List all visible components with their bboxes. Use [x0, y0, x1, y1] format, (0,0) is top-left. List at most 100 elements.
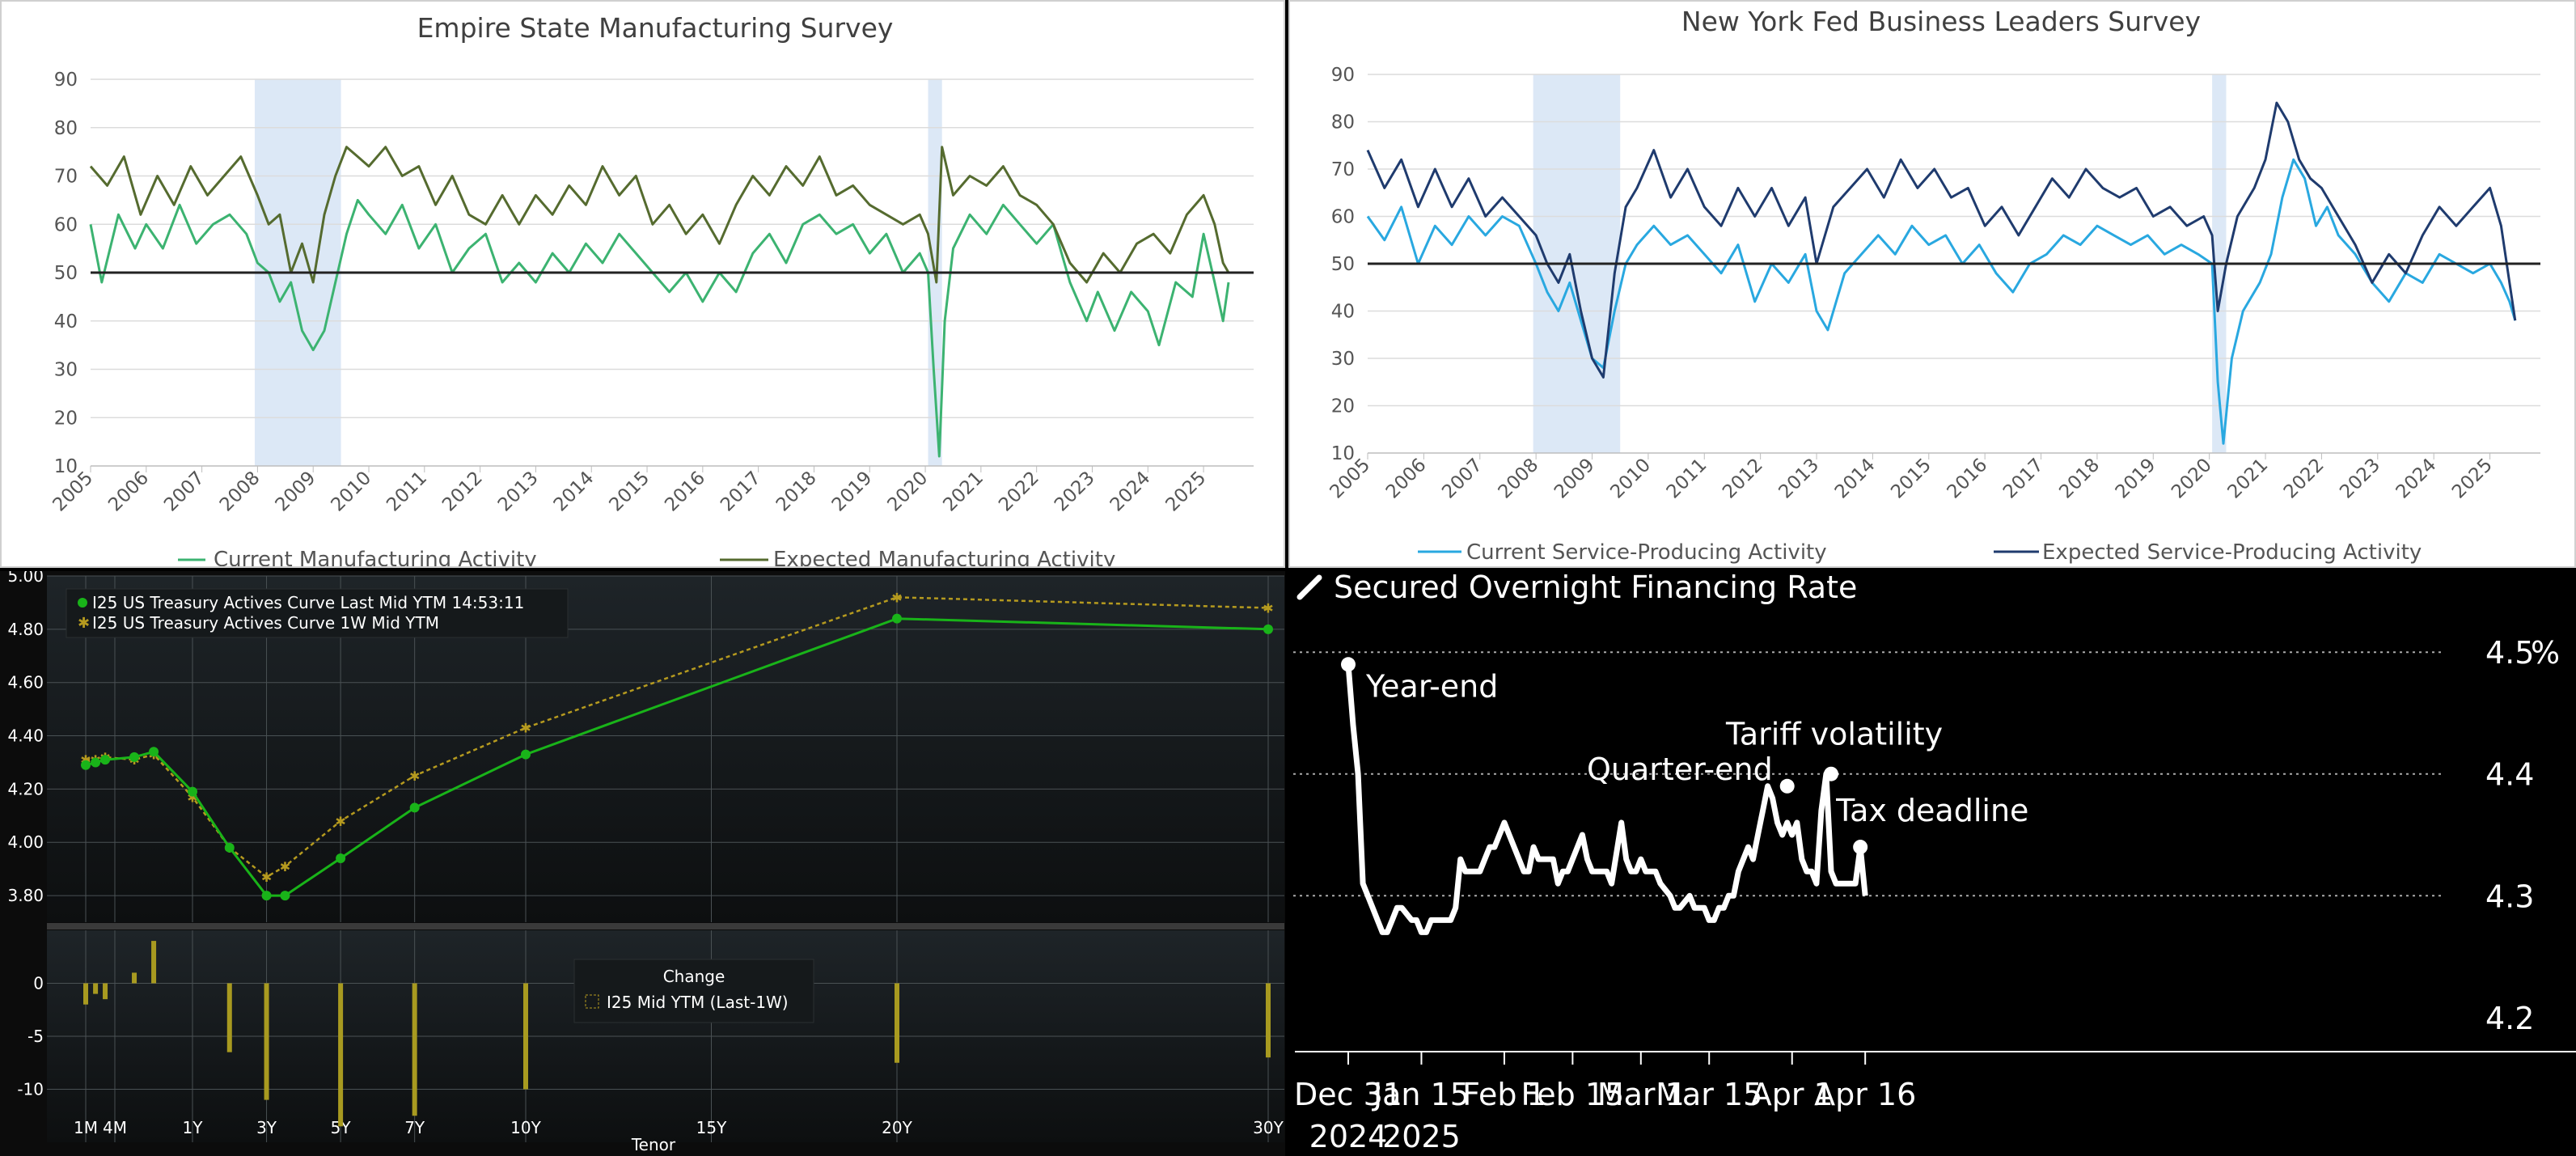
x-tick-label: 1Y: [183, 1118, 204, 1137]
x-tick-label: 20Y: [882, 1118, 912, 1137]
series-marker: [521, 749, 531, 760]
series-marker: [91, 757, 101, 768]
x-tick-label: 2024: [1106, 468, 1155, 516]
legend-label: Expected Manufacturing Activity: [773, 548, 1115, 566]
sofr-plot: Secured Overnight Financing Rate 4.2 4.3 4…: [1293, 571, 2576, 1154]
svg-text:✱: ✱: [78, 615, 90, 632]
x-tick-label: 2023: [2336, 455, 2384, 503]
x-tick-label: 2010: [1606, 455, 1655, 503]
treasury-curve-chart: 3.80 4.00 4.20 4.40 4.60 4.80 5.00 1M 4M 1Y 3Y 5Y 7Y…: [0, 571, 1285, 1156]
x-tick-label: Apr 16: [1814, 1077, 1916, 1112]
change-bar: [1266, 983, 1271, 1058]
change-legend-label: I25 Mid YTM (Last-1W): [607, 993, 789, 1012]
series-line: [89, 146, 1230, 284]
x-tick-label: 1M: [74, 1118, 98, 1137]
y-unit-label: %: [2531, 635, 2560, 671]
y-tick-label: 20: [54, 408, 78, 429]
x-tick-label: 2020: [2168, 455, 2216, 503]
annotation-label: Tax deadline: [1835, 793, 2028, 828]
chart-title: Empire State Manufacturing Survey: [417, 12, 894, 44]
y-tick-label: 4.20: [7, 779, 44, 798]
legend-label: Current Manufacturing Activity: [214, 548, 537, 566]
series-marker: [261, 891, 272, 901]
x-axis-label: Tenor: [631, 1135, 676, 1154]
x-tick-label: 2025: [1382, 1119, 1461, 1154]
x-tick-label: 30Y: [1253, 1118, 1284, 1137]
change-bar: [83, 983, 88, 1005]
chart-title: New York Fed Business Leaders Survey: [1681, 6, 2201, 37]
annotation-marker: [1823, 766, 1838, 781]
x-tick-label: 7Y: [404, 1118, 425, 1137]
empire-state-chart: Empire State Manufacturing Survey 10 20 30…: [0, 0, 1285, 568]
legend: Current Service-Producing Activity Expec…: [1418, 540, 2422, 565]
x-tick-label: Feb 1: [1462, 1077, 1546, 1112]
x-tick-label: 2022: [2280, 455, 2329, 503]
change-bar: [264, 983, 269, 1100]
y-tick-label: 10: [1331, 443, 1355, 464]
x-tick-label: 2011: [1663, 455, 1711, 503]
x-tick-label: 2007: [160, 468, 209, 516]
y-tick-label: 5.00: [7, 571, 44, 586]
y-tick-label: 80: [54, 118, 78, 139]
x-tick-label: 2012: [438, 468, 487, 516]
legend: Current Manufacturing Activity Expected …: [178, 548, 1115, 566]
empire-state-plot: Empire State Manufacturing Survey 10 20 30…: [49, 12, 1254, 566]
y-tick-label: 70: [54, 167, 78, 188]
x-tick-label: 2025: [1162, 468, 1211, 516]
legend-label: I25 US Treasury Actives Curve 1W Mid YTM: [92, 613, 439, 633]
y-tick-label: 40: [1331, 302, 1355, 323]
y-tick-label: 30: [1331, 349, 1355, 370]
change-bar: [412, 983, 417, 1116]
y-tick-label: 0: [33, 974, 44, 993]
y-tick-label: -10: [17, 1080, 44, 1099]
annotation-label: Year-end: [1365, 668, 1498, 704]
x-tick-label: 2013: [1774, 455, 1823, 503]
legend-label: Current Service-Producing Activity: [1466, 540, 1827, 565]
change-bar: [895, 983, 899, 1063]
series-marker: [149, 747, 159, 757]
chart-title: Secured Overnight Financing Rate: [1334, 571, 1857, 605]
business-leaders-chart: New York Fed Business Leaders Survey 10 2…: [1288, 0, 2576, 568]
x-tick-label: 2019: [2112, 455, 2160, 503]
legend-label: Expected Service-Producing Activity: [2042, 540, 2422, 565]
x-tick-label: 2022: [995, 468, 1043, 516]
series-marker: ✱: [280, 859, 290, 874]
x-tick-label: 2018: [2055, 455, 2104, 503]
x-tick-label: 2015: [605, 468, 654, 516]
x-tick-label: 3Y: [256, 1118, 277, 1137]
y-tick-label: 80: [1331, 112, 1355, 133]
annotation-marker: [1853, 840, 1868, 855]
x-tick-label: 2024: [1309, 1119, 1388, 1154]
x-tick-label: 2021: [2224, 455, 2273, 503]
x-tick-label: 2009: [1550, 455, 1599, 503]
series-marker: [1263, 624, 1273, 634]
y-tick-label: 4.00: [7, 832, 44, 852]
x-tick-label: 2008: [1495, 455, 1543, 503]
x-tick-label: Mar 1: [1597, 1077, 1685, 1112]
x-tick-label: 2019: [828, 468, 877, 516]
annotation-marker: [1779, 778, 1795, 794]
y-tick-label: 10: [54, 456, 78, 477]
y-tick-label: 4.80: [7, 620, 44, 639]
x-tick-label: 2015: [1887, 455, 1935, 503]
change-bar: [523, 983, 528, 1090]
x-tick-label: 2006: [1382, 455, 1431, 503]
y-tick-label: 50: [1331, 254, 1355, 275]
annotation-label: Quarter-end: [1587, 752, 1773, 787]
y-tick-label: 4.40: [7, 726, 44, 746]
x-tick-label: 2018: [772, 468, 821, 516]
x-tick-label: 2017: [717, 468, 765, 516]
x-tick-label: Jan 15: [1372, 1077, 1470, 1112]
x-tick-label: 2016: [661, 468, 709, 516]
y-tick-label: 4.2: [2485, 1001, 2534, 1036]
x-tick-label: 2017: [1999, 455, 2048, 503]
series-line: [1345, 664, 1868, 935]
y-tick-label: 70: [1331, 159, 1355, 180]
series-marker: [100, 755, 111, 765]
x-tick-label: 2025: [2448, 455, 2497, 503]
x-tick-label: 4M: [103, 1118, 127, 1137]
x-tick-label: 2008: [216, 468, 264, 516]
y-tick-label: 60: [1331, 207, 1355, 228]
change-bar: [93, 983, 99, 994]
